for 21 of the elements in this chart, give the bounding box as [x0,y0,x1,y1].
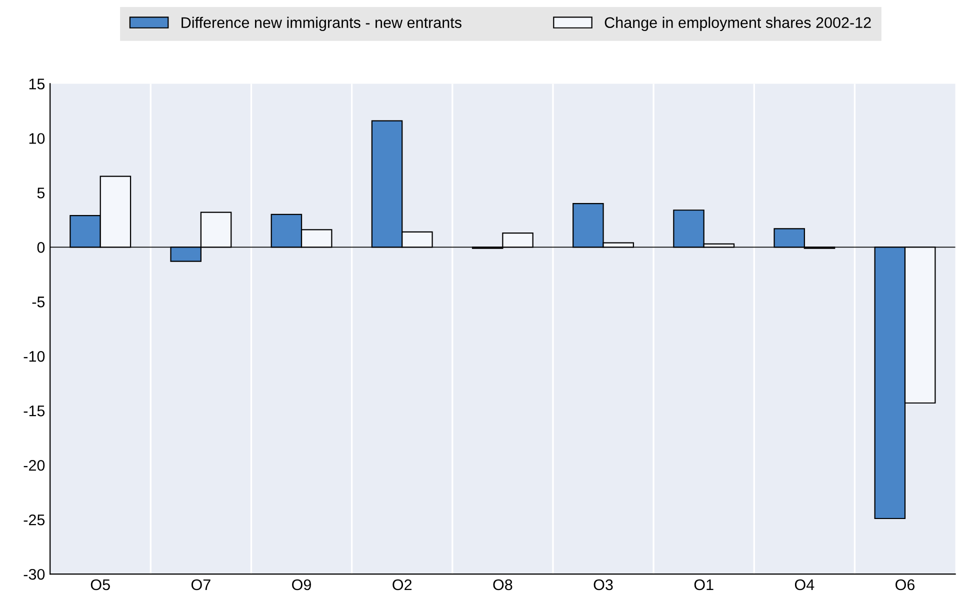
x-tick-label: O3 [594,579,613,590]
y-tick-label: 5 [37,188,45,198]
y-tick-label: -5 [32,296,45,308]
y-tick-label: 15 [29,78,45,90]
x-tick-label: O4 [794,579,814,590]
y-tick-label: 10 [29,133,45,144]
x-tick-label: O1 [694,579,714,590]
y-tick-label: -30 [24,568,45,580]
x-tick-label: O7 [191,579,210,590]
legend-label: Change in employment shares 2002-12 [604,16,871,32]
y-tick-label: 0 [37,242,45,253]
y-tick-label: -20 [24,460,45,471]
x-tick-label: O9 [292,579,311,590]
y-tick-label: -25 [24,514,45,526]
y-tick-label: -10 [24,351,45,362]
x-tick-label: O2 [392,579,412,590]
legend-label: Difference new immigrants - new entrants [182,16,462,32]
y-tick-label: -15 [24,406,45,416]
x-tick-label: O5 [90,579,110,590]
x-tick-label: O6 [896,579,915,590]
x-tick-label: O8 [493,579,512,590]
